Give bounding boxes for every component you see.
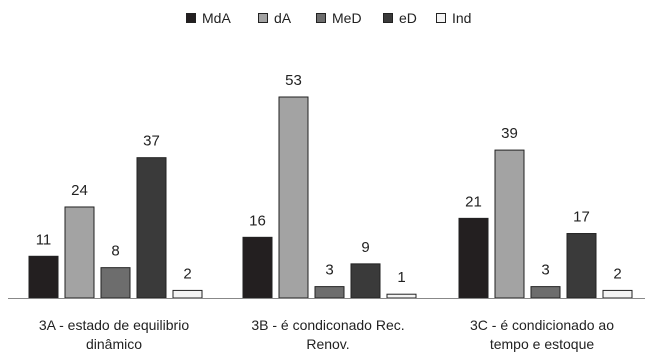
- category-label-3b-line1: 3B - é condiconado Rec.: [251, 317, 405, 333]
- category-label-3a-line1: 3A - estado de equilibrio: [38, 317, 190, 333]
- legend-swatch-da: [258, 13, 268, 23]
- bar-ed-cat3: [566, 233, 597, 299]
- bar-ind-cat3: [602, 289, 633, 299]
- category-label-3a: 3A - estado de equilibrio dinâmico: [10, 316, 218, 354]
- data-label-da-cat3: 39: [501, 125, 518, 142]
- bar-ind-cat2: [386, 293, 417, 299]
- bar-mda-cat1: [28, 255, 59, 299]
- data-label-ed-cat1: 37: [143, 133, 160, 150]
- category-label-3c-line2: tempo e estoque: [489, 336, 595, 352]
- legend-label-ind: Ind: [452, 10, 472, 26]
- data-label-da-cat2: 53: [285, 72, 302, 89]
- bar-ind-cat1: [172, 289, 203, 299]
- bar-ed-cat2: [350, 263, 381, 299]
- bar-mda-cat3: [458, 217, 489, 299]
- legend: MdA dA MeD eD Ind: [0, 8, 651, 28]
- bar-mda-cat2: [242, 236, 273, 299]
- data-label-ind-cat3: 2: [613, 265, 621, 282]
- bar-med-cat3: [530, 286, 561, 299]
- bar-med-cat2: [314, 286, 345, 299]
- legend-item-ind: Ind: [436, 8, 471, 28]
- data-label-da-cat1: 24: [71, 182, 88, 199]
- data-label-mda-cat2: 16: [249, 212, 266, 229]
- bar-da-cat3: [494, 149, 525, 299]
- data-label-ind-cat2: 1: [397, 269, 405, 286]
- data-label-ind-cat1: 2: [183, 265, 191, 282]
- legend-label-da: dA: [274, 10, 292, 26]
- category-label-3b: 3B - é condiconado Rec. Renov.: [224, 316, 432, 354]
- legend-item-da: dA: [258, 8, 291, 28]
- bar-group: [28, 96, 633, 299]
- legend-label-med: MeD: [332, 10, 362, 26]
- bar-da-cat1: [64, 206, 95, 299]
- bar-ed-cat1: [136, 157, 167, 299]
- category-label-3a-line2: dinâmico: [85, 336, 143, 352]
- category-label-3c: 3C - é condicionado ao tempo e estoque: [438, 316, 646, 354]
- data-label-mda-cat1: 11: [36, 231, 52, 248]
- data-label-med-cat1: 8: [111, 243, 119, 260]
- data-label-ed-cat3: 17: [573, 209, 590, 226]
- data-label-mda-cat3: 21: [465, 193, 482, 210]
- data-label-med-cat3: 3: [541, 262, 549, 279]
- legend-label-mda: MdA: [202, 10, 231, 26]
- category-label-3c-line1: 3C - é condicionado ao: [470, 317, 614, 333]
- legend-item-mda: MdA: [186, 8, 231, 28]
- bar-med-cat1: [100, 267, 131, 299]
- legend-swatch-ind: [436, 13, 446, 23]
- legend-swatch-med: [316, 13, 326, 23]
- data-label-med-cat2: 3: [325, 262, 333, 279]
- legend-label-ed: eD: [399, 10, 417, 26]
- legend-item-ed: eD: [383, 8, 417, 28]
- legend-swatch-ed: [383, 13, 393, 23]
- legend-swatch-mda: [186, 13, 196, 23]
- category-label-3b-line2: Renov.: [306, 336, 350, 352]
- bar-da-cat2: [278, 96, 309, 299]
- data-label-ed-cat2: 9: [361, 239, 369, 256]
- legend-item-med: MeD: [316, 8, 362, 28]
